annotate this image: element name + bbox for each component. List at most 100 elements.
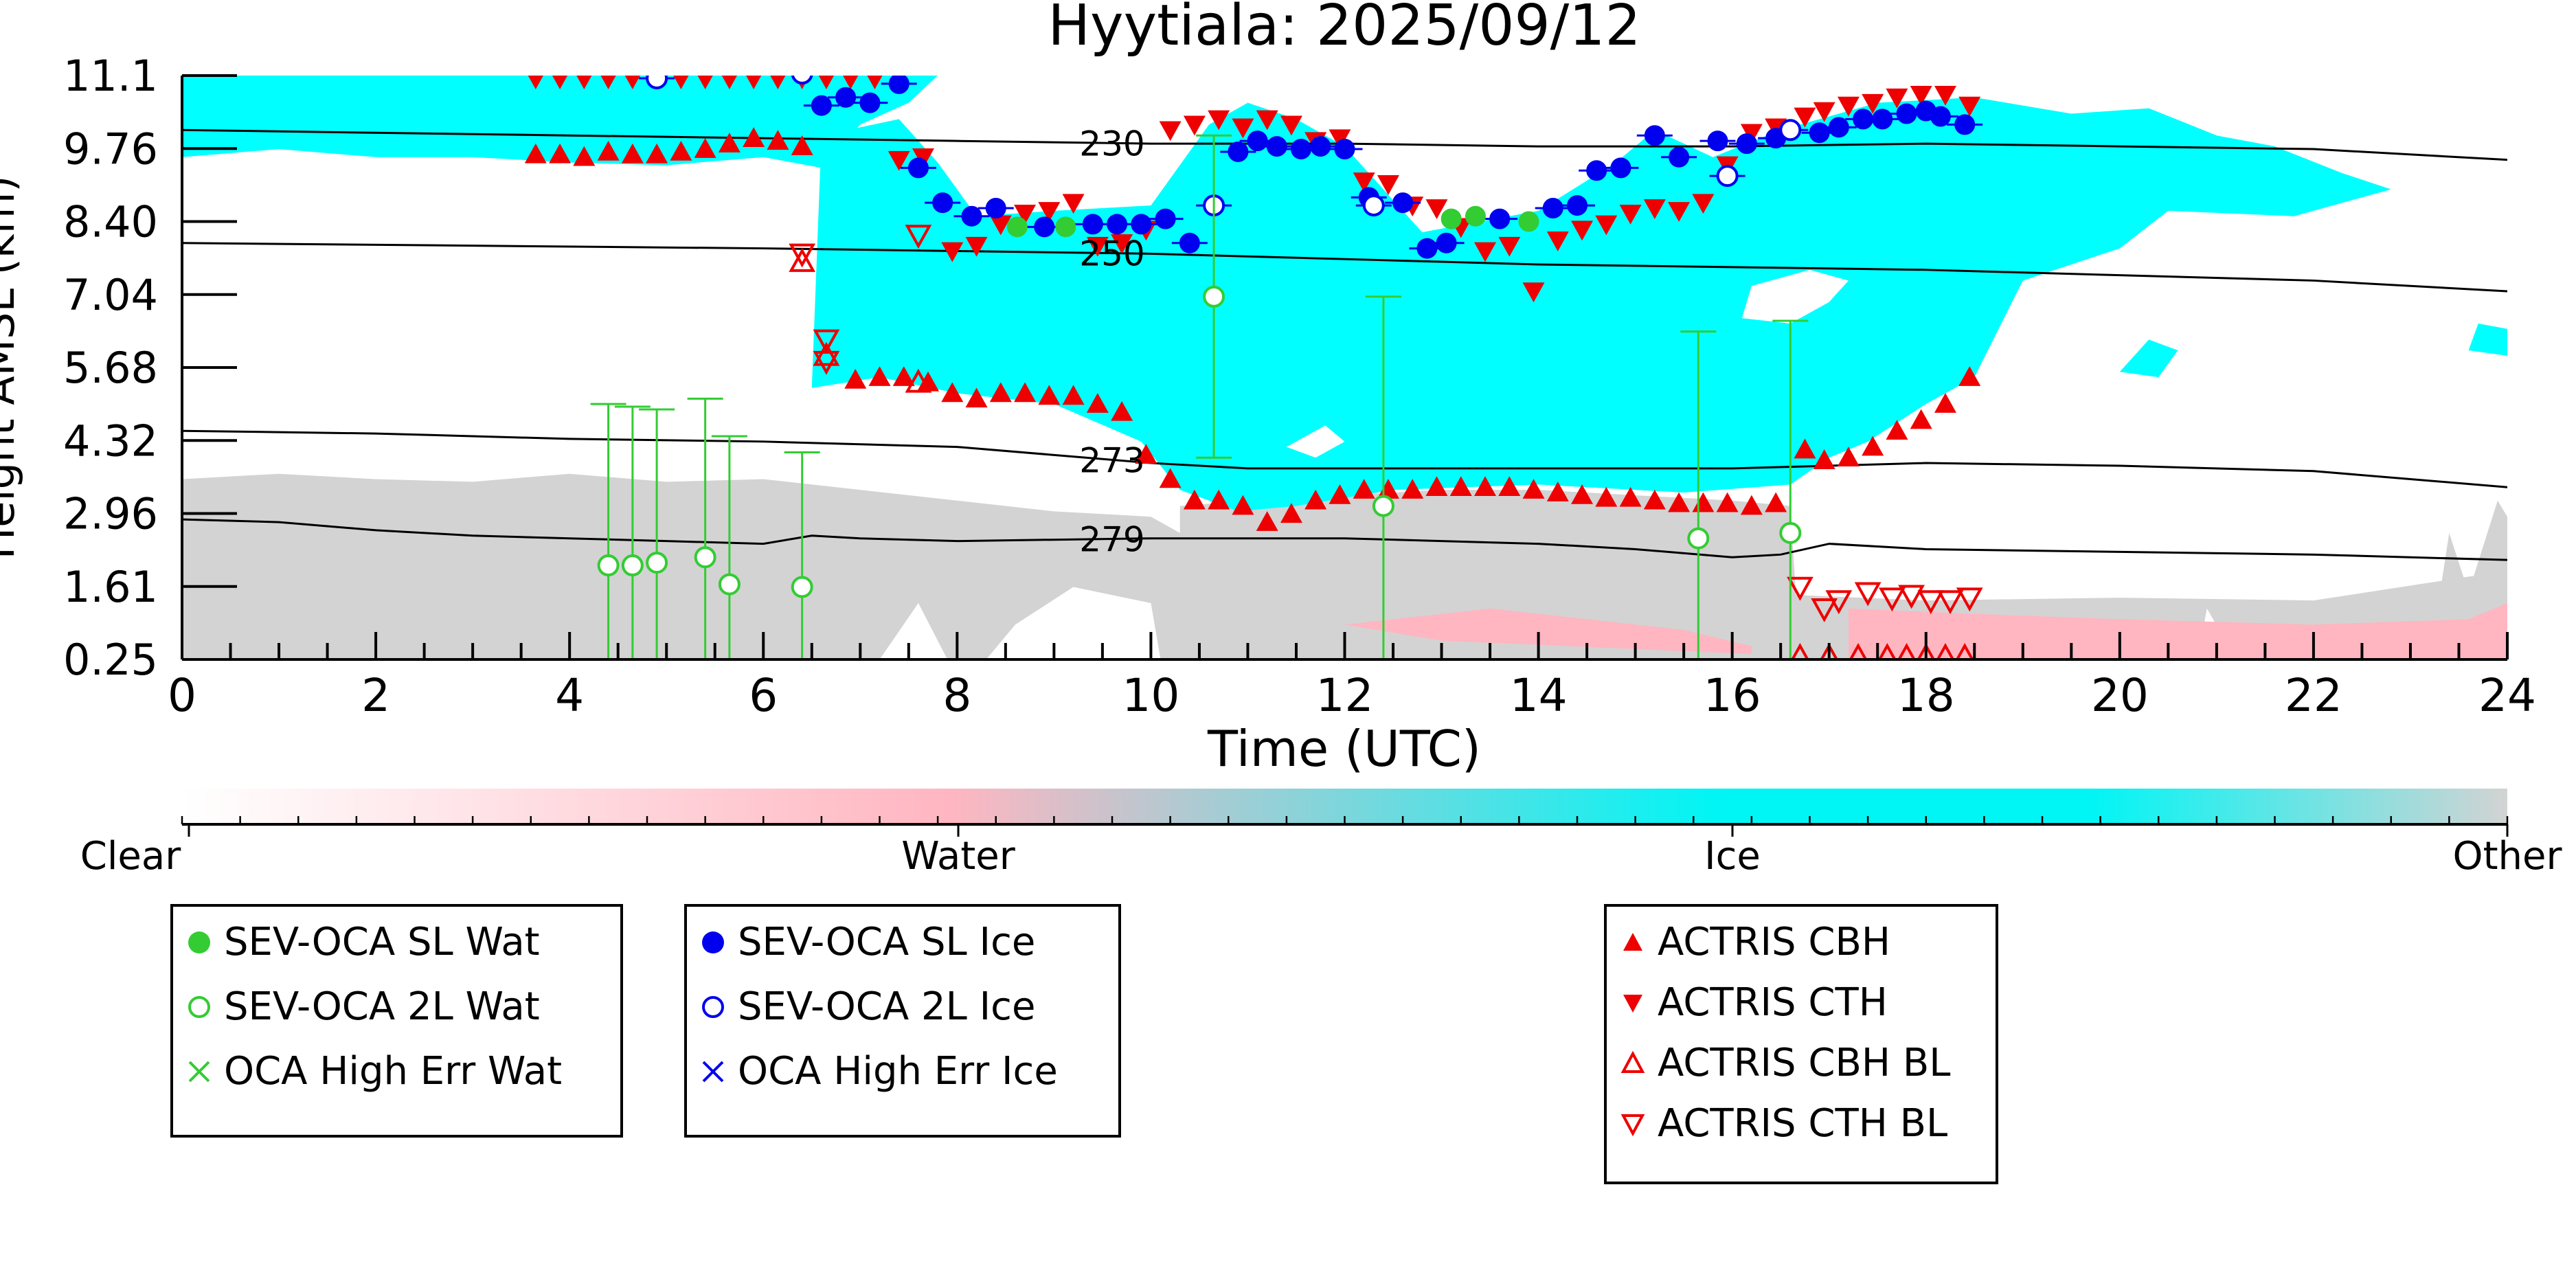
series-actris-cbh bbox=[524, 127, 1981, 531]
series-sev-oca-2l-wat bbox=[590, 134, 1809, 659]
marker-point bbox=[867, 76, 883, 89]
marker-point bbox=[1779, 521, 1802, 544]
marker-point bbox=[1668, 492, 1691, 512]
y-axis-label: Height AMSL (km) bbox=[0, 176, 24, 560]
marker-point bbox=[813, 341, 840, 366]
marker-point bbox=[1794, 438, 1816, 459]
legend-item: ACTRIS CBH bbox=[1623, 920, 1890, 964]
marker-point bbox=[892, 366, 915, 386]
marker-point bbox=[1896, 103, 1917, 124]
marker-point bbox=[621, 143, 644, 163]
legend-label: SEV-OCA SL Ice bbox=[738, 920, 1035, 964]
marker-point bbox=[965, 387, 988, 408]
x-tick-label: 14 bbox=[1510, 669, 1568, 722]
x-tick-label: 8 bbox=[942, 669, 971, 722]
marker-point bbox=[868, 366, 891, 386]
marker-point bbox=[576, 76, 592, 89]
marker-point bbox=[597, 140, 620, 161]
series-actris-cth-bl bbox=[789, 225, 1983, 622]
marker-point bbox=[1853, 109, 1874, 130]
marker-point bbox=[1425, 199, 1448, 219]
marker-point bbox=[1828, 117, 1849, 138]
marker-point bbox=[1377, 175, 1399, 195]
clear-gap-2 bbox=[986, 587, 1161, 659]
contour-label: 230 bbox=[1079, 124, 1144, 163]
contour-labels: 230 250 273 279 bbox=[1079, 124, 1144, 559]
marker-point bbox=[1707, 131, 1728, 152]
marker-point bbox=[1809, 122, 1830, 144]
marker-point bbox=[888, 150, 910, 171]
marker-point bbox=[1886, 88, 1908, 109]
legends: SEV-OCA SL Wat SEV-OCA 2L Wat OCA High Err… bbox=[170, 904, 1998, 1184]
x-tick-label: 18 bbox=[1897, 669, 1955, 722]
marker-point bbox=[1643, 199, 1666, 219]
x-tick-label: 12 bbox=[1316, 669, 1374, 722]
marker-point bbox=[813, 329, 840, 354]
marker-point bbox=[1425, 476, 1448, 497]
marker-point bbox=[1498, 476, 1521, 497]
series-sev-oca-sl-wat bbox=[1006, 205, 1539, 238]
colorbar-label: Other bbox=[2452, 834, 2562, 879]
marker-point bbox=[1825, 590, 1853, 615]
marker-point bbox=[1786, 576, 1814, 601]
marker-point bbox=[1669, 146, 1690, 168]
marker-point bbox=[1958, 366, 1981, 386]
marker-point bbox=[1910, 409, 1932, 429]
contour-line-250 bbox=[182, 242, 2507, 293]
marker-point bbox=[843, 76, 859, 89]
marker-point bbox=[694, 546, 716, 569]
marker-point bbox=[1034, 216, 1055, 238]
marker-point bbox=[1765, 492, 1787, 512]
legend-item: SEV-OCA SL Ice bbox=[702, 920, 1035, 964]
marker-point bbox=[1416, 238, 1438, 259]
marker-point bbox=[1958, 96, 1981, 117]
series-sev-oca-sl-ice bbox=[803, 76, 1983, 259]
legend-label: OCA High Err Ice bbox=[738, 1049, 1058, 1094]
marker-point bbox=[1820, 642, 1839, 659]
marker-point bbox=[1392, 192, 1414, 214]
x-tick-label: 2 bbox=[361, 669, 390, 722]
colorbar-labels: Clear Water Ice Other bbox=[80, 834, 2563, 879]
marker-point bbox=[1897, 642, 1916, 659]
marker-point bbox=[1474, 476, 1497, 497]
marker-point bbox=[1203, 285, 1225, 308]
marker-point bbox=[985, 197, 1006, 218]
marker-point bbox=[1837, 96, 1860, 117]
x-tick-label: 4 bbox=[555, 669, 584, 722]
marker-point bbox=[524, 143, 547, 163]
marker-point bbox=[1692, 194, 1715, 214]
marker-point bbox=[1436, 232, 1457, 253]
marker-point bbox=[1474, 242, 1497, 262]
marker-point bbox=[789, 247, 816, 272]
marker-point bbox=[1779, 119, 1802, 142]
marker-point bbox=[941, 242, 964, 262]
marker-point bbox=[1247, 131, 1268, 152]
legend-item: OCA High Err Ice bbox=[702, 1049, 1058, 1094]
marker-point bbox=[1595, 215, 1618, 236]
legend-item: SEV-OCA SL Wat bbox=[188, 920, 540, 964]
marker-point bbox=[1159, 121, 1182, 142]
marker-point bbox=[1086, 393, 1109, 413]
marker-point bbox=[1567, 195, 1588, 216]
legend-label: SEV-OCA 2L Ice bbox=[738, 984, 1035, 1029]
colorbar-label: Water bbox=[901, 834, 1016, 879]
marker-point bbox=[1849, 642, 1868, 659]
y-tick-label: 9.76 bbox=[63, 124, 158, 174]
x-tick-label: 24 bbox=[2478, 669, 2536, 722]
marker-point bbox=[1440, 208, 1462, 229]
ice-blob-right bbox=[2119, 339, 2178, 378]
marker-point bbox=[811, 95, 832, 116]
legend-label: ACTRIS CTH BL bbox=[1658, 1101, 1947, 1146]
marker-point bbox=[818, 76, 835, 89]
marker-point bbox=[835, 87, 857, 108]
legend-item: ACTRIS CTH BL bbox=[1620, 1101, 1947, 1146]
marker-point bbox=[1586, 160, 1607, 181]
marker-point bbox=[1522, 479, 1545, 499]
marker-point bbox=[1055, 216, 1076, 238]
marker-point bbox=[624, 76, 640, 89]
contour-line-279 bbox=[182, 518, 2507, 561]
marker-point bbox=[1813, 449, 1835, 469]
marker-point bbox=[1791, 642, 1809, 659]
clear-hole-2 bbox=[1286, 425, 1345, 458]
marker-point bbox=[1208, 110, 1230, 131]
